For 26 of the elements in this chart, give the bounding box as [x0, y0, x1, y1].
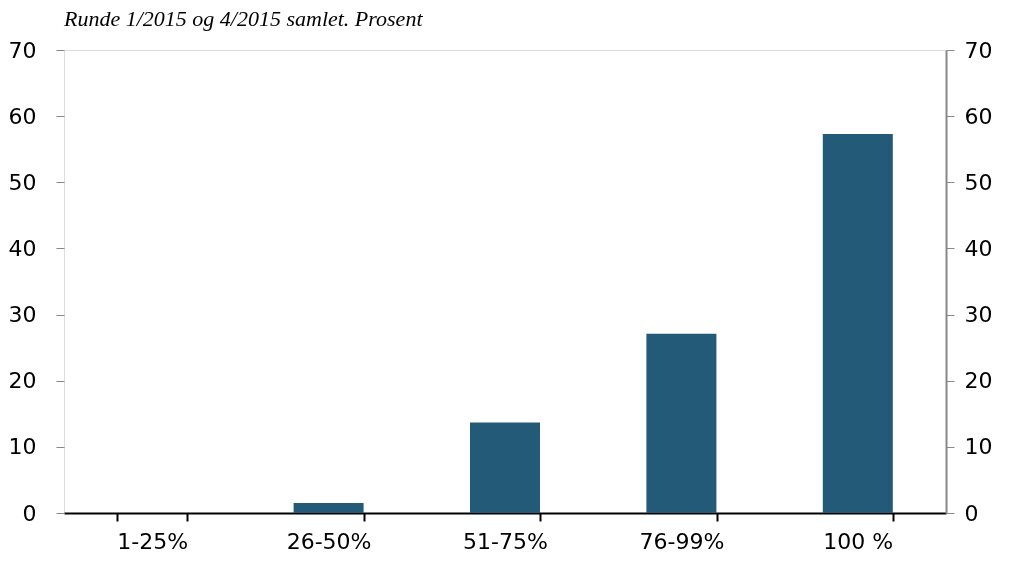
y2-tick-label: 50 [964, 169, 993, 195]
x-tick-label: 1-25% [117, 528, 189, 554]
y2-tick-label: 60 [964, 103, 993, 129]
y-tick-label: 30 [8, 302, 37, 328]
y2-tick-label: 70 [964, 37, 993, 63]
bar [293, 503, 364, 513]
x-tick-label: 51-75% [463, 528, 548, 554]
x-tick-label: 26-50% [286, 528, 372, 554]
y2-tick-label: 20 [964, 368, 993, 394]
y-tick-label: 20 [8, 368, 37, 394]
x-tick-label: 76-99% [639, 528, 725, 554]
y2-tick-label: 40 [964, 235, 993, 261]
y2-tick-label: 30 [964, 302, 993, 328]
y2-tick-label: 0 [964, 500, 979, 526]
chart-subtitle: Runde 1/2015 og 4/2015 samlet. Prosent [63, 6, 424, 31]
y-tick-label: 10 [8, 434, 37, 460]
y-tick-label: 70 [8, 37, 37, 63]
y-tick-label: 60 [8, 103, 37, 129]
y-tick-label: 0 [22, 500, 37, 526]
y-tick-label: 50 [8, 169, 37, 195]
y2-tick-label: 10 [964, 434, 993, 460]
bar [822, 134, 893, 513]
y-tick-label: 40 [8, 235, 37, 261]
x-tick-label: 100 % [823, 528, 894, 554]
bar [646, 333, 717, 513]
bar [470, 422, 540, 513]
